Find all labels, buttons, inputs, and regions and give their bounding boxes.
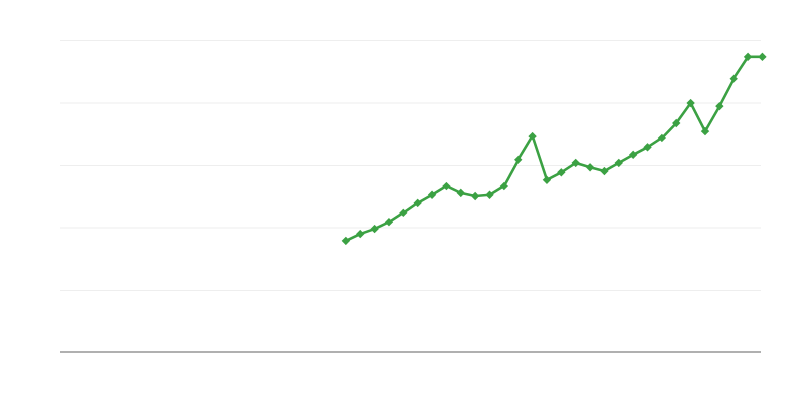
data-series-group [341, 52, 767, 246]
data-point-marker [715, 101, 724, 111]
data-point-marker [585, 163, 595, 172]
data-point-marker [514, 155, 523, 165]
data-point-marker [442, 181, 451, 191]
data-point-marker [399, 208, 408, 218]
data-point-marker [758, 52, 767, 62]
data-point-marker [643, 143, 652, 152]
data-point-marker [427, 190, 437, 199]
data-point-marker [700, 126, 710, 136]
data-point-marker [356, 229, 365, 239]
data-point-marker [729, 74, 738, 83]
data-point-marker [686, 98, 695, 108]
data-point-marker [456, 188, 465, 198]
data-point-marker [614, 158, 623, 168]
data-point-marker [657, 133, 667, 143]
data-point-marker [341, 236, 351, 246]
data-point-marker [413, 198, 422, 208]
data-point-marker [470, 191, 480, 201]
data-point-marker [672, 118, 681, 128]
data-point-marker [499, 181, 509, 191]
data-point-marker [370, 224, 379, 234]
data-point-marker [600, 166, 609, 176]
gridlines [60, 39, 761, 291]
data-point-marker [542, 175, 552, 184]
data-series [341, 52, 767, 246]
data-point-marker [528, 131, 537, 141]
data-point-marker [557, 168, 566, 177]
data-point-marker [628, 150, 638, 160]
data-point-marker [571, 158, 580, 168]
data-point-marker [384, 218, 394, 227]
data-point-marker [743, 52, 753, 62]
data-point-marker [485, 190, 494, 199]
